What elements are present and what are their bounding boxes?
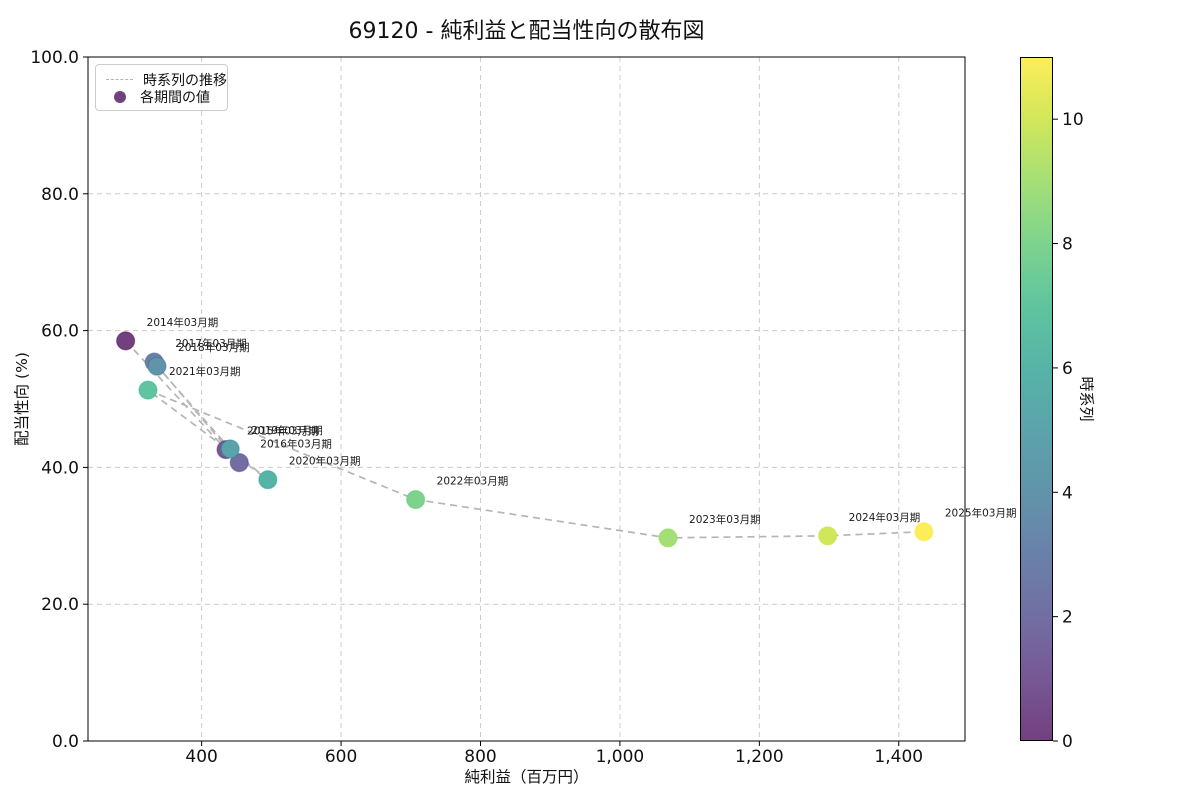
y-axis-label: 配当性向 (%) [13, 352, 31, 446]
point-label: 2014年03月期 [147, 316, 219, 329]
point-label: 2018年03月期 [178, 341, 250, 354]
y-tick-label: 80.0 [41, 185, 79, 205]
dashed-line-swatch-icon [106, 79, 133, 80]
legend-marker-label: 各期間の値 [140, 89, 210, 106]
legend-item-marker: 各期間の値 [106, 88, 217, 106]
data-point [818, 526, 838, 546]
colorbar-tick-label: 6 [1062, 359, 1073, 379]
y-tick-label: 20.0 [41, 595, 79, 615]
y-tick-label: 40.0 [41, 458, 79, 478]
x-tick-label: 600 [325, 747, 357, 767]
chart-title: 69120 - 純利益と配当性向の散布図 [348, 19, 705, 44]
point-label: 2023年03月期 [689, 513, 761, 526]
x-tick-label: 1,200 [735, 747, 784, 767]
data-point [258, 470, 278, 490]
point-label: 2025年03月期 [945, 507, 1017, 520]
data-point [229, 453, 249, 473]
x-tick-label: 1,400 [874, 747, 923, 767]
y-tick-label: 60.0 [41, 322, 79, 342]
point-label: 2017年03月期 [175, 337, 247, 350]
x-tick-label: 800 [464, 747, 496, 767]
point-label: 2020年03月期 [289, 455, 361, 468]
y-tick-label: 0.0 [52, 732, 79, 752]
point-label: 2024年03月期 [849, 511, 921, 524]
x-axis-label: 純利益（百万円） [464, 768, 589, 786]
data-point [138, 380, 158, 400]
y-tick-label: 100.0 [30, 48, 79, 68]
data-point [116, 331, 136, 351]
point-label: 2022年03月期 [437, 475, 509, 488]
data-point [914, 522, 934, 542]
data-point [658, 528, 678, 548]
colorbar-tick-label: 8 [1062, 235, 1073, 255]
data-point [220, 439, 240, 459]
colorbar-label: 時系列 [1077, 376, 1096, 422]
legend: 時系列の推移 各期間の値 [95, 64, 228, 111]
x-tick-label: 1,000 [596, 747, 645, 767]
plot-border [87, 56, 966, 742]
point-label: 2015年03月期 [247, 425, 319, 438]
colorbar-tick-label: 0 [1062, 732, 1073, 752]
time-series-line [125, 340, 924, 539]
point-label: 2019年03月期 [251, 424, 323, 437]
legend-item-line: 時系列の推移 [106, 71, 227, 89]
x-tick-label: 400 [185, 747, 217, 767]
point-label: 2021年03月期 [169, 365, 241, 378]
legend-line-label: 時系列の推移 [143, 72, 227, 89]
data-point [147, 356, 167, 376]
point-label: 2016年03月期 [260, 438, 332, 451]
colorbar-tick-label: 10 [1062, 110, 1084, 130]
marker-swatch-icon [113, 90, 126, 103]
colorbar-tick-label: 4 [1062, 483, 1073, 503]
colorbar-tick-label: 2 [1062, 608, 1073, 628]
data-point [406, 489, 426, 510]
colorbar [1020, 57, 1053, 741]
